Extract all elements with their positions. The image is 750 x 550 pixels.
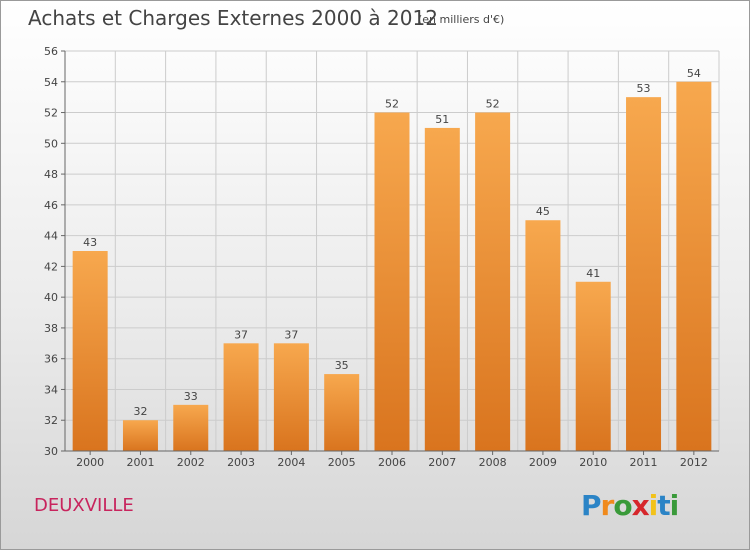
- logo-letter: P: [581, 489, 602, 522]
- x-tick-label: 2002: [177, 456, 205, 469]
- x-tick-label: 2012: [680, 456, 708, 469]
- logo-letter: o: [613, 489, 632, 522]
- value-label: 51: [435, 113, 449, 126]
- logo-letter: x: [631, 489, 650, 522]
- y-tick-label: 42: [44, 260, 58, 273]
- bar-2006: [374, 112, 410, 452]
- y-tick-label: 52: [44, 107, 58, 120]
- bar-2010: [575, 281, 611, 451]
- value-label: 41: [586, 267, 600, 280]
- value-label: 43: [83, 236, 97, 249]
- proxiti-logo: Proxiti: [581, 489, 680, 522]
- x-tick-label: 2010: [579, 456, 607, 469]
- x-tick-label: 2004: [277, 456, 305, 469]
- logo-letter: i: [648, 489, 659, 522]
- bar-2011: [626, 97, 662, 452]
- chart-title: Achats et Charges Externes 2000 à 2012: [28, 6, 438, 30]
- value-label: 37: [234, 328, 248, 341]
- y-tick-label: 30: [44, 445, 58, 458]
- bar-2003: [223, 343, 259, 451]
- x-tick-label: 2000: [76, 456, 104, 469]
- x-tick-label: 2008: [479, 456, 507, 469]
- bar-2004: [273, 343, 309, 451]
- value-label: 54: [687, 67, 701, 80]
- value-label: 45: [536, 205, 550, 218]
- bar-2002: [173, 404, 209, 451]
- bars: [72, 81, 712, 452]
- logo-letter: r: [600, 489, 615, 522]
- x-tick-label: 2009: [529, 456, 557, 469]
- x-tick-label: 2006: [378, 456, 406, 469]
- logo-letter: t: [657, 489, 670, 522]
- y-tick-label: 32: [44, 414, 58, 427]
- x-tick-label: 2001: [126, 456, 154, 469]
- value-label: 52: [486, 98, 500, 111]
- y-tick-label: 48: [44, 168, 58, 181]
- bar-2009: [525, 220, 561, 451]
- y-tick-label: 36: [44, 353, 58, 366]
- x-tick-label: 2005: [328, 456, 356, 469]
- y-tick-label: 46: [44, 199, 58, 212]
- bar-2000: [72, 251, 108, 451]
- value-label: 35: [335, 359, 349, 372]
- y-tick-label: 40: [44, 291, 58, 304]
- y-tick-label: 50: [44, 137, 58, 150]
- y-tick-label: 34: [44, 383, 58, 396]
- y-tick-label: 44: [44, 230, 58, 243]
- axes: [61, 50, 719, 455]
- x-tick-label: 2003: [227, 456, 255, 469]
- bar-2005: [324, 374, 360, 451]
- commune-name: DEUXVILLE: [34, 495, 134, 516]
- labels: 30 32 34 36 38 40 42 44 46 48 50 52 54 56 43 2000 32 2001…: [44, 45, 708, 469]
- x-tick-label: 2007: [428, 456, 456, 469]
- bar-2008: [475, 112, 511, 452]
- bar-2001: [122, 420, 158, 451]
- bar-2007: [424, 127, 460, 451]
- value-label: 32: [133, 405, 147, 418]
- value-label: 37: [284, 328, 298, 341]
- x-tick-label: 2011: [630, 456, 658, 469]
- value-label: 53: [637, 82, 651, 95]
- y-tick-label: 38: [44, 322, 58, 335]
- y-tick-label: 56: [44, 45, 58, 58]
- value-label: 33: [184, 390, 198, 403]
- value-label: 52: [385, 98, 399, 111]
- chart-unit: (en milliers d'€): [418, 13, 505, 26]
- bar-2012: [676, 81, 712, 452]
- y-tick-label: 54: [44, 76, 58, 89]
- logo-letter: i: [669, 489, 680, 522]
